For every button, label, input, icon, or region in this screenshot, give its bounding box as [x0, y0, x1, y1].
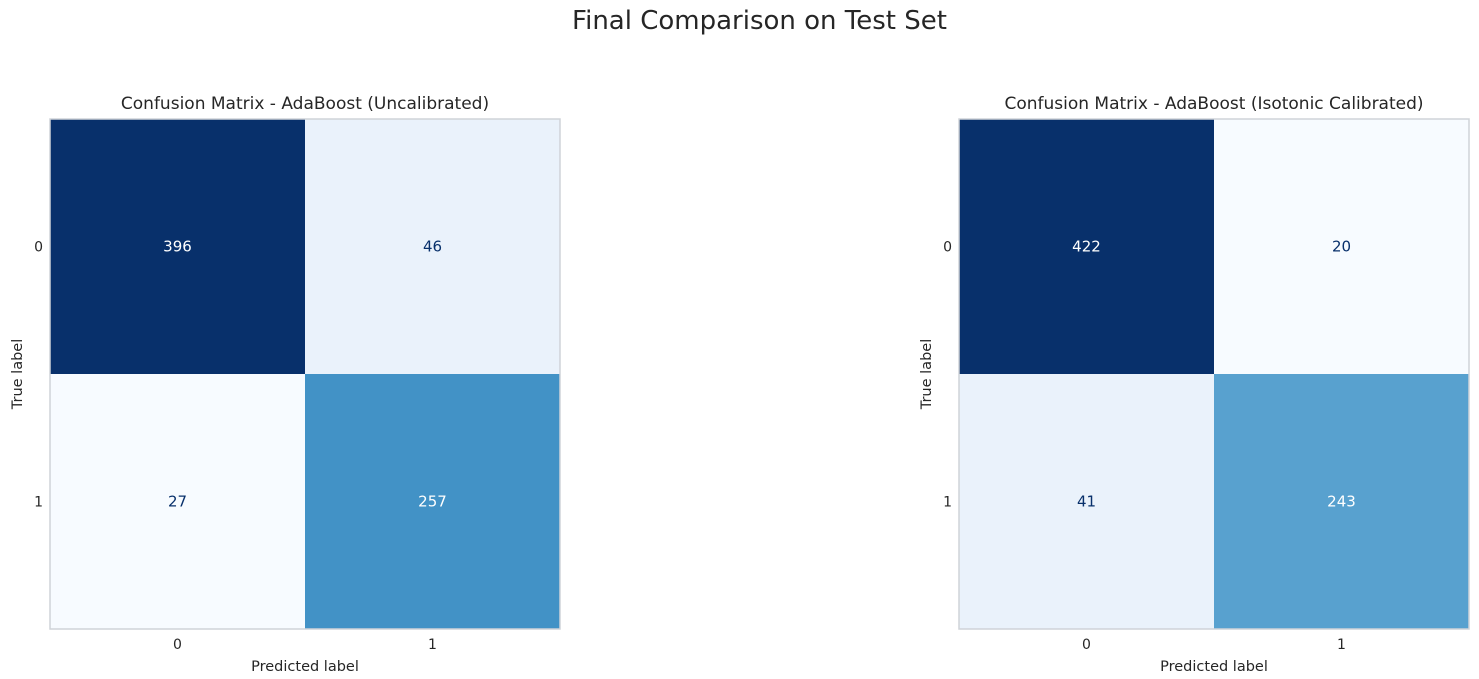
y-axis-label: True label — [10, 339, 26, 410]
x-tick-label: 0 — [1082, 637, 1091, 653]
cell-value-1-0: 41 — [1077, 493, 1096, 511]
matrix-cell-1-0 — [50, 374, 305, 629]
y-tick-label: 0 — [943, 240, 952, 256]
matrix-frame — [49, 118, 561, 630]
x-axis-label: Predicted label — [1160, 659, 1268, 675]
chart-title: Confusion Matrix - AdaBoost (Isotonic Ca… — [1004, 94, 1423, 114]
matrix-frame — [958, 118, 1470, 630]
matrix-cell-0-1 — [1214, 119, 1469, 374]
confusion-matrix-uncalibrated: 396 46 27 257 0 1 0 1 Confusion Matrix - AdaBoos… — [10, 94, 561, 675]
cell-value-1-1: 243 — [1327, 493, 1356, 511]
x-tick-label: 0 — [173, 637, 182, 653]
chart-title: Confusion Matrix - AdaBoost (Uncalibrate… — [121, 94, 489, 114]
cell-value-1-0: 27 — [168, 493, 187, 511]
x-tick-label: 1 — [428, 637, 437, 653]
x-tick-label: 1 — [1337, 637, 1346, 653]
matrix-cell-0-0 — [959, 119, 1214, 374]
matrix-cell-0-0 — [50, 119, 305, 374]
cell-value-0-0: 396 — [163, 238, 192, 256]
matrix-cell-0-1 — [305, 119, 560, 374]
cell-value-0-1: 20 — [1332, 238, 1351, 256]
y-axis-label: True label — [919, 339, 935, 410]
y-tick-label: 0 — [34, 240, 43, 256]
y-tick-label: 1 — [34, 495, 43, 511]
figure-title: Final Comparison on Test Set — [572, 6, 947, 36]
cell-value-0-0: 422 — [1072, 238, 1101, 256]
matrix-cell-1-1 — [305, 374, 560, 629]
cell-value-1-1: 257 — [418, 493, 447, 511]
x-axis-label: Predicted label — [251, 659, 359, 675]
matrix-cell-1-1 — [1214, 374, 1469, 629]
y-tick-label: 1 — [943, 495, 952, 511]
matrix-cell-1-0 — [959, 374, 1214, 629]
cell-value-0-1: 46 — [423, 238, 442, 256]
